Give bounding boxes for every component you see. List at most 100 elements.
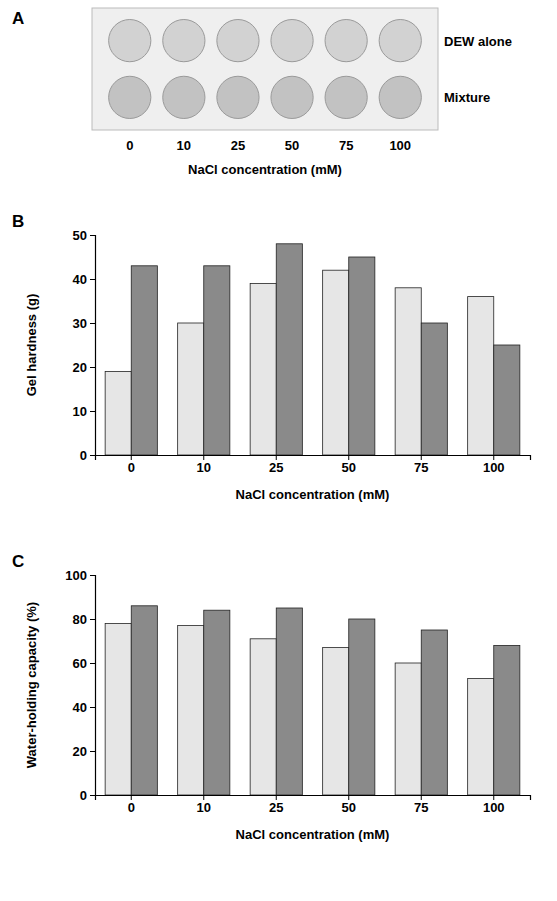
bar <box>468 297 494 455</box>
gel-disc <box>109 20 151 62</box>
y-tick-mark <box>90 707 95 708</box>
x-tick-label: 75 <box>414 460 428 475</box>
bars <box>105 606 520 795</box>
y-tick-mark <box>90 795 95 796</box>
y-tick-mark <box>90 663 95 664</box>
x-tick-label: 50 <box>342 460 356 475</box>
y-axis-title: Gel hardness (g) <box>24 294 39 397</box>
x-tick-label: 0 <box>128 460 135 475</box>
y-axis-line <box>90 576 96 796</box>
gel-disc <box>109 76 151 118</box>
gel-disc <box>325 76 367 118</box>
y-tick-mark <box>90 619 95 620</box>
x-tick: 25 <box>269 455 283 475</box>
x-tick-label: 25 <box>269 800 283 815</box>
y-tick-mark <box>90 411 95 412</box>
y-tick-mark <box>90 575 95 576</box>
column-label: 100 <box>389 138 411 153</box>
bar <box>204 266 230 455</box>
y-tick: 30 <box>73 316 95 331</box>
x-tick: 75 <box>414 455 428 475</box>
bar <box>421 323 447 455</box>
gel-disc <box>163 76 205 118</box>
x-tick-label: 100 <box>483 800 505 815</box>
gel-disc <box>379 20 421 62</box>
gel-disc <box>217 20 259 62</box>
x-tick: 0 <box>128 455 135 475</box>
bar <box>494 645 520 795</box>
bar <box>494 345 520 455</box>
y-tick-label: 0 <box>80 448 87 463</box>
photo-background <box>92 8 438 130</box>
y-tick-label: 80 <box>73 612 87 627</box>
y-tick: 40 <box>73 700 95 715</box>
y-axis-title: Water-holding capacity (%) <box>24 602 39 768</box>
x-axis-title: NaCl concentration (mM) <box>236 827 390 842</box>
x-tick-label: 100 <box>483 460 505 475</box>
y-tick: 20 <box>73 360 95 375</box>
y-tick: 100 <box>65 568 95 583</box>
y-tick-mark <box>90 235 95 236</box>
bar <box>178 626 204 795</box>
y-tick-mark <box>90 455 95 456</box>
bar <box>105 371 131 455</box>
x-tick-label: 10 <box>197 800 211 815</box>
x-tick: 50 <box>342 795 356 815</box>
x-tick: 75 <box>414 795 428 815</box>
x-tick: 100 <box>483 455 505 475</box>
x-tick: 100 <box>483 795 505 815</box>
bar <box>178 323 204 455</box>
gel-disc <box>271 20 313 62</box>
bar <box>250 283 276 455</box>
x-tick: 25 <box>269 795 283 815</box>
column-label: 10 <box>177 138 191 153</box>
bar <box>250 639 276 795</box>
y-tick: 80 <box>73 612 95 627</box>
x-tick: 0 <box>128 795 135 815</box>
gel-disc <box>325 20 367 62</box>
y-tick-label: 40 <box>73 272 87 287</box>
bar <box>105 623 131 795</box>
y-tick: 40 <box>73 272 95 287</box>
row-label: DEW alone <box>444 34 512 49</box>
x-axis-title: NaCl concentration (mM) <box>188 162 342 177</box>
gel-disc <box>217 76 259 118</box>
gel-disc <box>271 76 313 118</box>
bar <box>323 270 349 455</box>
bar <box>395 288 421 455</box>
column-label: 75 <box>339 138 353 153</box>
bar <box>276 608 302 795</box>
panel-label: B <box>12 212 24 231</box>
x-axis: 0 10 25 50 75 100 <box>96 455 531 475</box>
bar <box>131 606 157 795</box>
bar <box>131 266 157 455</box>
y-tick-label: 60 <box>73 656 87 671</box>
y-tick: 10 <box>73 404 95 419</box>
bars <box>105 244 520 455</box>
y-tick-label: 20 <box>73 360 87 375</box>
x-axis-line <box>96 456 531 461</box>
bar <box>421 630 447 795</box>
y-tick-label: 0 <box>80 788 87 803</box>
y-tick: 0 <box>80 448 95 463</box>
x-tick-label: 0 <box>128 800 135 815</box>
y-tick: 50 <box>73 228 95 243</box>
bar <box>323 648 349 795</box>
y-tick: 60 <box>73 656 95 671</box>
y-tick-label: 20 <box>73 744 87 759</box>
image-panel <box>92 8 438 130</box>
bar <box>204 610 230 795</box>
y-tick-label: 100 <box>65 568 87 583</box>
x-tick: 10 <box>197 455 211 475</box>
x-tick-label: 10 <box>197 460 211 475</box>
bar <box>395 663 421 795</box>
bar <box>276 244 302 455</box>
y-tick-label: 50 <box>73 228 87 243</box>
column-label: 25 <box>231 138 245 153</box>
x-tick-label: 25 <box>269 460 283 475</box>
gel-disc <box>163 20 205 62</box>
column-label: 50 <box>285 138 299 153</box>
figure: ADEW aloneMixture010255075100NaCl concen… <box>0 0 557 901</box>
y-tick: 20 <box>73 744 95 759</box>
y-tick-mark <box>90 323 95 324</box>
